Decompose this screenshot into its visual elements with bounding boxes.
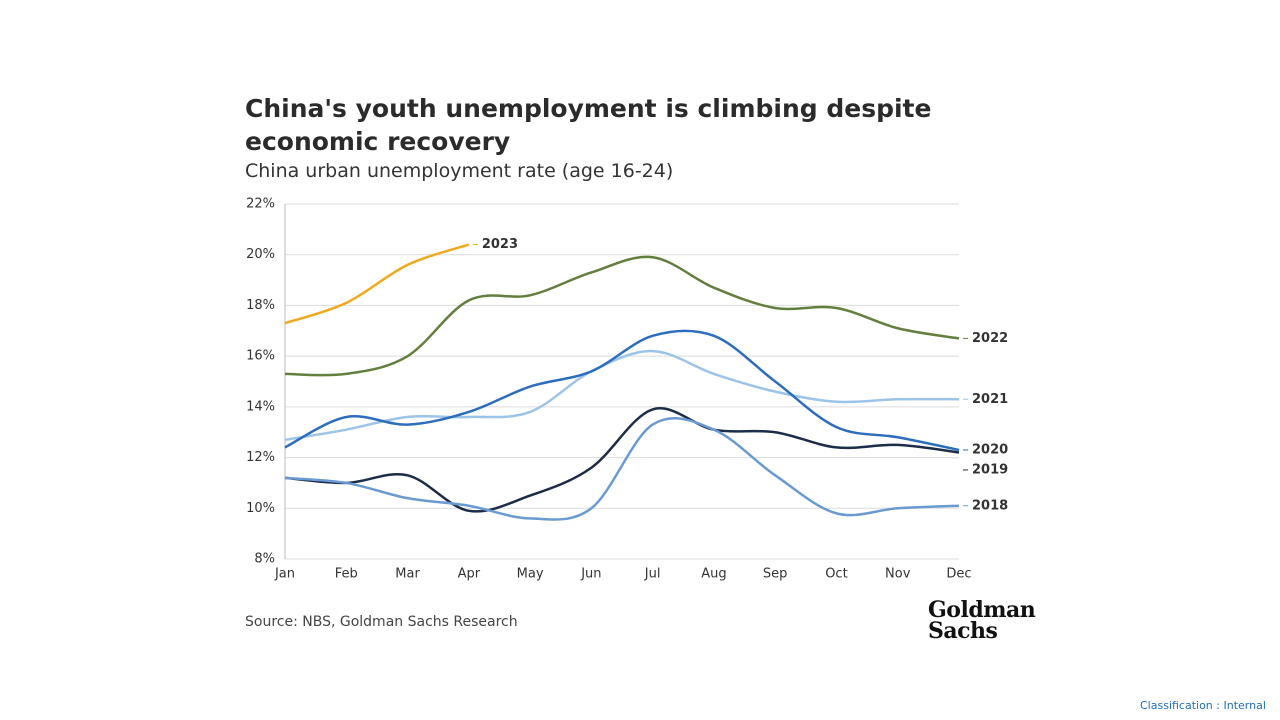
y-tick-label: 16% — [246, 349, 275, 364]
series-line — [284, 416, 960, 521]
x-tick-label: Aug — [701, 567, 726, 582]
x-tick-label: Dec — [946, 567, 971, 582]
logo: Goldman Sachs — [928, 597, 1036, 644]
legend-label: 2018 — [972, 498, 1008, 513]
chart-title: China's youth unemployment is climbing d… — [245, 94, 932, 156]
series-line — [284, 349, 960, 442]
x-tick-label: Feb — [335, 567, 358, 582]
y-tick-label: 22% — [246, 197, 275, 212]
classification: Classification : Internal — [1140, 699, 1266, 712]
series-line — [284, 407, 960, 513]
y-tick-label: 14% — [246, 399, 275, 414]
legend-label: 2020 — [972, 442, 1008, 457]
source-note: Source: NBS, Goldman Sachs Research — [245, 614, 518, 630]
legend-label: 2019 — [972, 462, 1008, 477]
chart-subtitle: China urban unemployment rate (age 16-24… — [245, 160, 674, 182]
y-tick-label: 10% — [246, 501, 275, 516]
legend-label: 2023 — [482, 237, 518, 252]
x-tick-label: Apr — [458, 567, 481, 582]
series-line — [284, 243, 470, 325]
y-tick-label: 18% — [246, 298, 275, 313]
series-line — [284, 255, 960, 377]
series-line — [284, 329, 960, 452]
x-tick-label: Jan — [274, 567, 295, 582]
x-tick-label: Mar — [395, 567, 420, 582]
y-tick-label: 8% — [254, 552, 275, 567]
y-tick-label: 20% — [246, 247, 275, 262]
legend-label: 2021 — [972, 392, 1008, 407]
x-tick-label: Oct — [825, 567, 847, 582]
logo-line: Sachs — [928, 618, 998, 644]
y-tick-label: 12% — [246, 450, 275, 465]
legend-label: 2022 — [972, 331, 1008, 346]
x-tick-label: Jul — [644, 567, 661, 582]
x-tick-label: Nov — [885, 567, 911, 582]
logo-line: Goldman — [928, 597, 1036, 623]
x-tick-label: May — [517, 567, 544, 582]
x-tick-label: Jun — [580, 567, 601, 582]
x-tick-label: Sep — [763, 567, 788, 582]
